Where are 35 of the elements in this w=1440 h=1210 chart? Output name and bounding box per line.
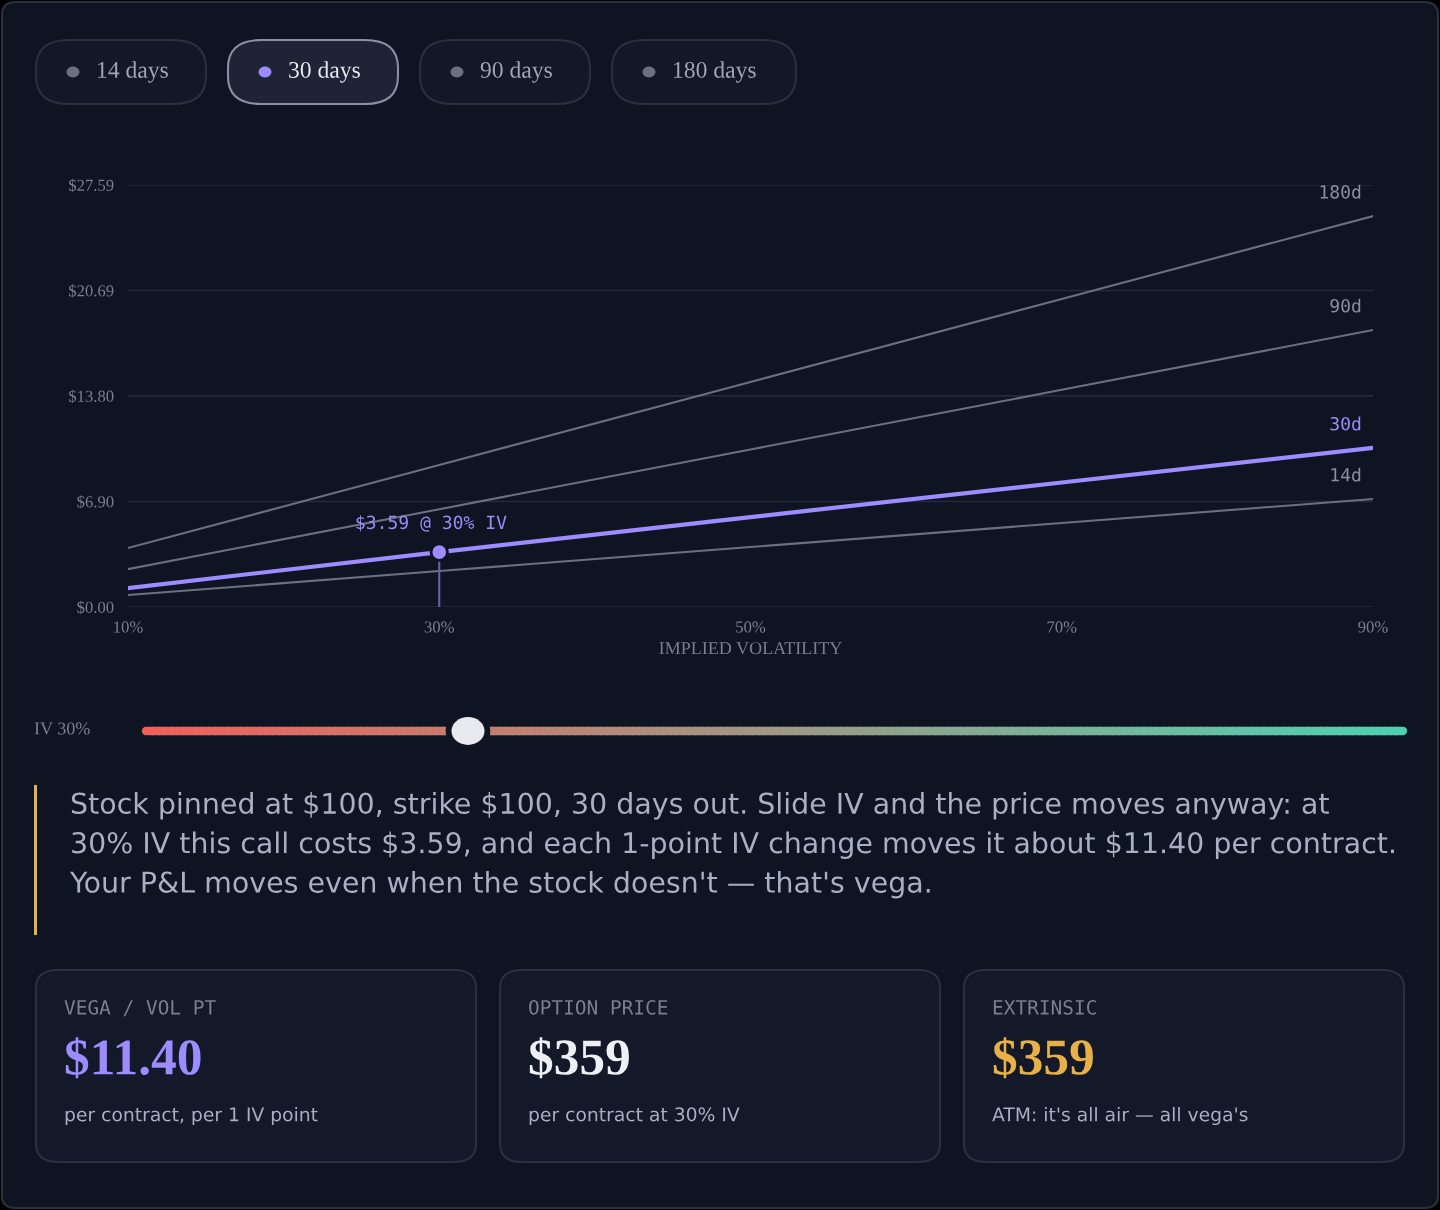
- text: 90 days: [480, 61, 552, 83]
- x-tick-label: 10%: [114, 621, 143, 633]
- text: $359: [993, 1037, 1093, 1079]
- text: $11.40: [65, 1037, 201, 1079]
- y-tick-label: $27.59: [68, 178, 114, 193]
- text: $359: [529, 1037, 629, 1079]
- text: ATM: it's all air — all vega's: [992, 1106, 1248, 1126]
- text: 30 days: [289, 61, 360, 83]
- line-series: [128, 328, 1373, 571]
- annotation: $3.59 @ 30% IV: [356, 515, 507, 532]
- x-tick-label: 50%: [736, 621, 766, 633]
- text: OPTION PRICE: [529, 999, 668, 1015]
- text: IV 30%: [34, 722, 90, 735]
- text: EXTRINSIC: [993, 999, 1096, 1015]
- series-label: 180d: [1320, 184, 1361, 199]
- x-tick-label: 90%: [1358, 621, 1388, 633]
- text: 14 days: [98, 61, 168, 83]
- x-tick-label: 30%: [424, 621, 454, 633]
- text: 180 days: [674, 61, 756, 83]
- x-axis-title: IMPLIED VOLATILITY: [659, 642, 842, 655]
- text: per contract at 30% IV: [529, 1107, 740, 1126]
- series-label: 30d: [1330, 416, 1361, 431]
- text: per contract, per 1 IV point: [65, 1106, 318, 1126]
- y-tick-label: $13.80: [68, 389, 114, 403]
- text: VEGA / VOL PT: [64, 999, 216, 1017]
- y-tick-label: $0.00: [77, 600, 114, 615]
- text: Stock pinned at $100, strike $100, 30 days out. Slide IV and the price moves anyway: at 30% IV this call costs $3.59, and each 1-point IV change moves it about $11.40 per contract. Your P&L moves even when the stock doesn't — that's vega.: [69, 792, 1394, 899]
- line-series: [128, 445, 1373, 591]
- y-tick-label: $6.90: [77, 495, 114, 509]
- line-series: [128, 215, 1373, 549]
- y-tick-label: $20.69: [68, 284, 114, 298]
- x-tick-label: 70%: [1047, 621, 1077, 633]
- line-series: [128, 497, 1373, 597]
- series-label: 14d: [1331, 467, 1361, 482]
- series-label: 90d: [1330, 298, 1361, 313]
